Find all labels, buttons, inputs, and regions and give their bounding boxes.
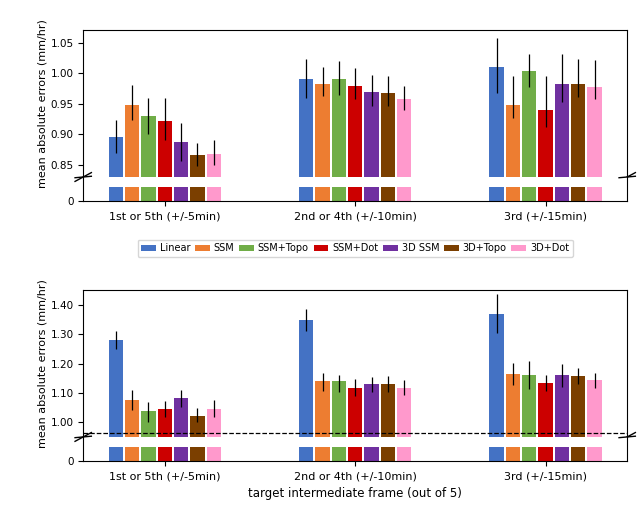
Bar <box>588 87 602 177</box>
Bar <box>141 411 156 437</box>
Bar <box>207 447 221 461</box>
Bar <box>332 381 346 437</box>
Bar <box>588 380 602 437</box>
Bar <box>299 447 314 461</box>
Bar <box>157 447 172 461</box>
Bar <box>571 187 586 201</box>
Bar <box>538 447 553 461</box>
Bar <box>332 447 346 461</box>
Bar <box>381 93 395 177</box>
Bar <box>490 67 504 177</box>
Bar <box>397 447 412 461</box>
Y-axis label: mean absolute errors (mm/hr): mean absolute errors (mm/hr) <box>38 19 47 188</box>
Bar <box>538 110 553 177</box>
Bar <box>490 447 504 461</box>
Bar <box>348 388 362 437</box>
Bar <box>397 187 412 201</box>
Bar <box>109 137 123 177</box>
Bar <box>157 187 172 201</box>
Bar <box>316 187 330 201</box>
Bar <box>190 187 205 201</box>
Bar <box>174 447 188 461</box>
Bar <box>109 187 123 201</box>
Bar <box>157 409 172 437</box>
Bar <box>348 86 362 177</box>
Bar <box>571 84 586 177</box>
Bar <box>157 121 172 177</box>
Bar <box>141 116 156 177</box>
Bar <box>299 320 314 437</box>
Bar <box>174 398 188 437</box>
Bar <box>571 376 586 437</box>
Bar <box>555 447 569 461</box>
Bar <box>190 155 205 177</box>
Bar <box>299 79 314 177</box>
Bar <box>522 71 536 177</box>
Bar <box>490 187 504 201</box>
Bar <box>364 187 379 201</box>
X-axis label: target intermediate frame (out of 5): target intermediate frame (out of 5) <box>248 487 462 499</box>
Bar <box>141 187 156 201</box>
Bar <box>571 447 586 461</box>
Bar <box>588 187 602 201</box>
Bar <box>538 383 553 437</box>
Bar <box>207 187 221 201</box>
Bar <box>299 187 314 201</box>
Bar <box>174 141 188 177</box>
Bar <box>506 375 520 437</box>
Bar <box>125 447 140 461</box>
Bar <box>207 154 221 177</box>
Bar <box>125 187 140 201</box>
Y-axis label: mean absolute errors (mm/hr): mean absolute errors (mm/hr) <box>38 279 47 448</box>
Bar <box>125 401 140 437</box>
Bar <box>364 92 379 177</box>
Bar <box>190 416 205 437</box>
Bar <box>332 187 346 201</box>
Bar <box>364 447 379 461</box>
Bar <box>397 388 412 437</box>
Legend: Linear, SSM, SSM+Topo, SSM+Dot, 3D SSM, 3D+Topo, 3D+Dot: Linear, SSM, SSM+Topo, SSM+Dot, 3D SSM, … <box>138 239 573 257</box>
Bar <box>538 187 553 201</box>
Bar <box>588 447 602 461</box>
Bar <box>506 105 520 177</box>
Bar <box>174 187 188 201</box>
Bar <box>506 447 520 461</box>
Bar <box>348 187 362 201</box>
Bar <box>316 381 330 437</box>
Bar <box>332 79 346 177</box>
Bar <box>348 447 362 461</box>
Bar <box>364 384 379 437</box>
Bar <box>381 447 395 461</box>
Bar <box>490 314 504 437</box>
Bar <box>316 84 330 177</box>
Bar <box>381 187 395 201</box>
Bar <box>522 375 536 437</box>
Bar <box>555 375 569 437</box>
Bar <box>506 187 520 201</box>
Bar <box>555 187 569 201</box>
Bar <box>316 447 330 461</box>
Bar <box>381 384 395 437</box>
Bar <box>522 447 536 461</box>
Bar <box>190 447 205 461</box>
Bar <box>522 187 536 201</box>
Bar <box>125 105 140 177</box>
Bar <box>555 84 569 177</box>
Bar <box>109 447 123 461</box>
Bar <box>207 409 221 437</box>
Bar <box>109 340 123 437</box>
Bar <box>397 99 412 177</box>
Bar <box>141 447 156 461</box>
